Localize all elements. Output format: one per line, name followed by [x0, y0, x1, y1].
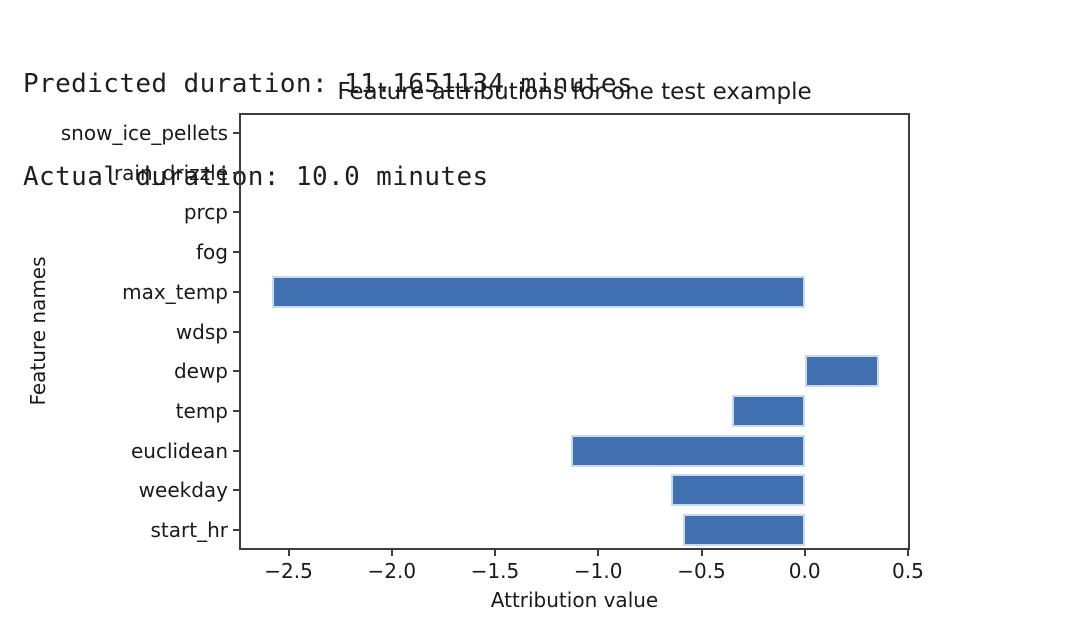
predicted-duration-text: Predicted duration: 11.1651134 minutes	[23, 69, 634, 99]
y-tick-label-euclidean: euclidean	[130, 438, 228, 463]
y-tick-label-wdsp: wdsp	[175, 319, 228, 344]
x-tick-label: −2.0	[367, 559, 417, 583]
stdout-block: Predicted duration: 11.1651134 minutes A…	[23, 7, 633, 255]
y-tick-label-fog: fog	[196, 240, 228, 264]
x-tick-label: 0.0	[788, 559, 821, 583]
x-tick-label: −2.5	[264, 559, 313, 583]
y-tick-mark	[233, 449, 239, 452]
x-tick-mark	[597, 550, 600, 556]
y-tick-label-rain_drizzle: rain_drizzle	[113, 160, 228, 185]
x-tick-mark	[700, 550, 703, 556]
x-tick-mark	[494, 550, 496, 556]
y-tick-mark	[233, 529, 239, 532]
bar-temp	[732, 395, 805, 427]
chart-title: Feature attributions for one test exampl…	[337, 79, 812, 105]
bar-weekday	[670, 474, 805, 507]
bar-dewp	[804, 355, 879, 388]
x-tick-label: −1.0	[573, 559, 623, 583]
bar-start_hr	[682, 514, 805, 547]
y-tick-label-dewp: dewp	[173, 359, 228, 384]
x-tick-label: −0.5	[677, 559, 726, 583]
y-tick-mark	[233, 489, 239, 492]
y-tick-mark	[233, 370, 239, 373]
actual-duration-text: Actual duration: 10.0 minutes	[23, 162, 489, 192]
y-tick-label-snow_ice_pellets: snow_ice_pellets	[60, 120, 228, 145]
x-tick-mark	[803, 550, 806, 556]
x-tick-mark	[287, 550, 290, 556]
plot-area	[239, 113, 910, 550]
x-tick-label: −1.5	[470, 559, 520, 583]
x-tick-mark	[390, 550, 393, 556]
y-tick-label-temp: temp	[175, 399, 228, 423]
y-tick-mark	[233, 290, 239, 293]
y-tick-mark	[233, 131, 239, 134]
y-tick-label-max_temp: max_temp	[122, 279, 228, 304]
y-tick-mark	[233, 330, 239, 333]
x-tick-label: 0.5	[891, 559, 924, 583]
y-tick-label-prcp: prcp	[183, 200, 228, 225]
x-axis-label: Attribution value	[490, 588, 659, 612]
x-tick-mark	[906, 550, 909, 556]
bar-max_temp	[272, 275, 805, 308]
y-tick-mark	[233, 251, 239, 253]
y-tick-mark	[233, 171, 239, 174]
y-tick-label-start_hr: start_hr	[150, 518, 228, 543]
y-tick-mark	[233, 211, 239, 214]
y-tick-label-weekday: weekday	[138, 478, 228, 503]
y-tick-mark	[233, 410, 239, 412]
bar-euclidean	[571, 434, 805, 467]
